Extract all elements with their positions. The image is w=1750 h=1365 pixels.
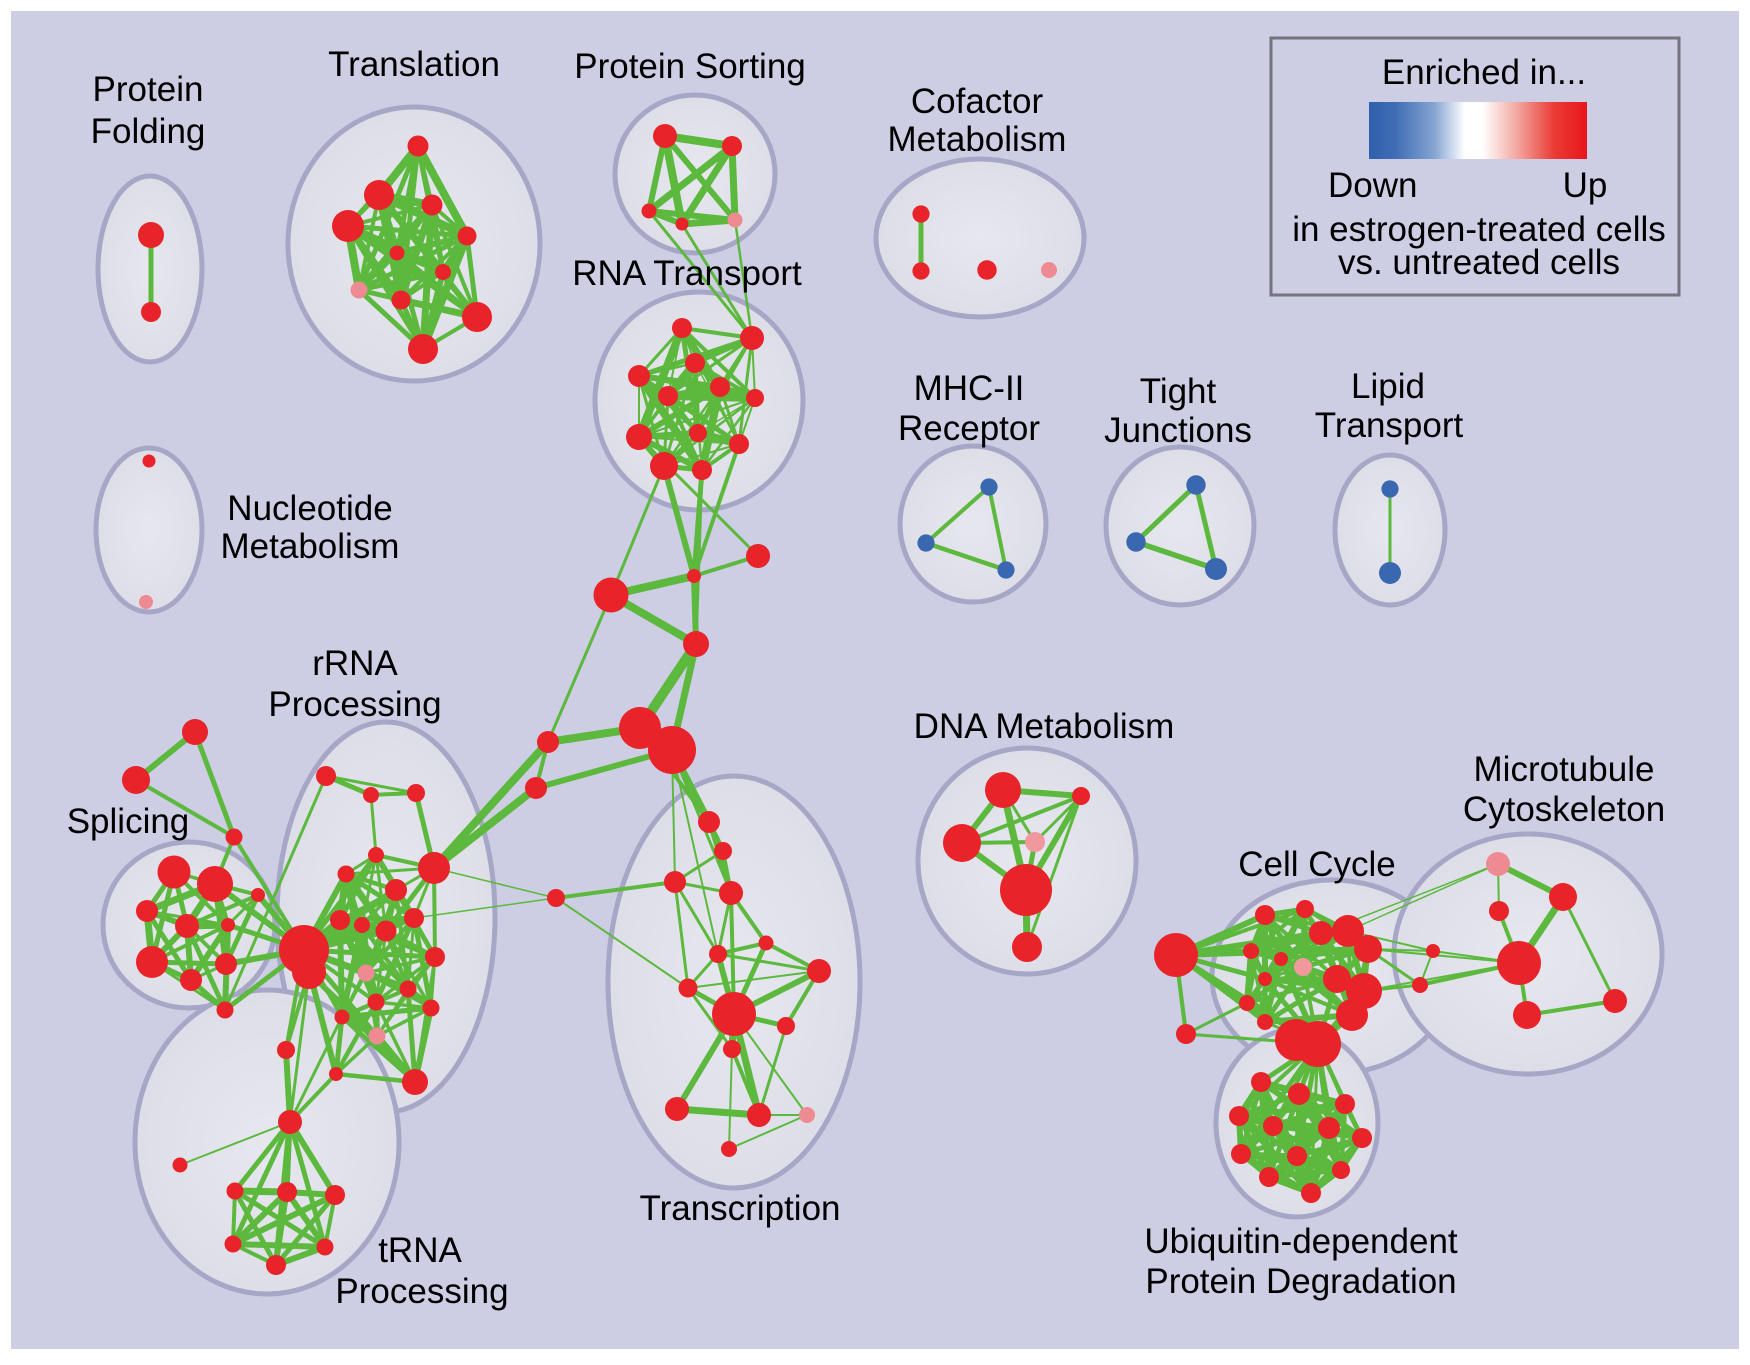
svg-text:Folding: Folding [91,112,206,151]
svg-text:Junctions: Junctions [1104,411,1252,450]
svg-text:Processing: Processing [335,1272,508,1311]
svg-text:in estrogen-treated cells: in estrogen-treated cells [1292,210,1666,249]
svg-text:Lipid: Lipid [1351,367,1425,406]
svg-text:Metabolism: Metabolism [888,120,1067,159]
svg-text:rRNA: rRNA [312,644,398,683]
svg-text:RNA Transport: RNA Transport [572,254,802,293]
svg-text:Splicing: Splicing [67,802,190,841]
svg-text:Metabolism: Metabolism [221,527,400,566]
svg-text:Translation: Translation [328,45,500,84]
svg-text:Up: Up [1563,166,1608,205]
svg-text:Microtubule: Microtubule [1474,750,1655,789]
svg-text:DNA Metabolism: DNA Metabolism [914,707,1175,746]
svg-text:Protein Degradation: Protein Degradation [1145,1262,1456,1301]
svg-text:Transport: Transport [1315,406,1464,445]
svg-text:Nucleotide: Nucleotide [227,489,392,528]
svg-text:Processing: Processing [268,685,441,724]
svg-text:Protein: Protein [93,70,204,109]
svg-text:Tight: Tight [1140,372,1217,411]
svg-text:Protein Sorting: Protein Sorting [574,47,806,86]
svg-text:Down: Down [1328,166,1417,205]
svg-text:Receptor: Receptor [898,409,1040,448]
svg-text:Cofactor: Cofactor [911,82,1044,121]
svg-text:Cytoskeleton: Cytoskeleton [1463,790,1665,829]
svg-text:vs. untreated cells: vs. untreated cells [1338,243,1620,282]
svg-text:Cell Cycle: Cell Cycle [1238,845,1396,884]
svg-text:Enriched in...: Enriched in... [1382,53,1586,92]
svg-text:Ubiquitin-dependent: Ubiquitin-dependent [1144,1222,1458,1261]
svg-text:MHC-II: MHC-II [914,369,1025,408]
svg-text:tRNA: tRNA [378,1231,462,1270]
svg-text:Transcription: Transcription [640,1189,841,1228]
